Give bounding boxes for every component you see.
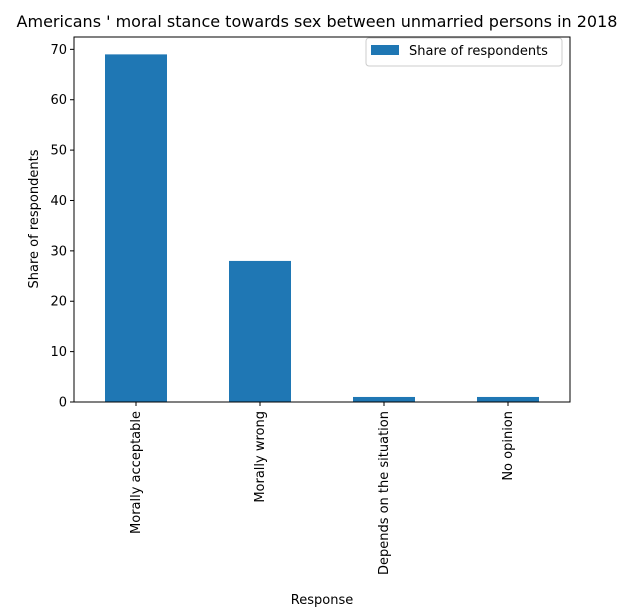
x-axis-label: Response: [291, 593, 353, 608]
y-tick-label-7: 70: [50, 43, 67, 58]
y-tick-label-3: 30: [50, 244, 67, 259]
y-tick-label-4: 40: [50, 194, 67, 209]
legend-frame: [365, 37, 563, 67]
y-tick-label-6: 60: [50, 93, 67, 108]
bar-3: [477, 396, 539, 402]
legend: Share of respondents: [365, 37, 563, 67]
y-tick-label-2: 20: [50, 295, 67, 310]
y-axis-label: Share of respondents: [27, 149, 42, 288]
plot-frame: [73, 36, 571, 403]
y-tick-label-1: 10: [50, 345, 67, 360]
x-axis: Morally acceptable Morally wrong Depends o…: [129, 402, 516, 575]
bar-0: [105, 54, 167, 402]
x-tick-label-1: Morally wrong: [253, 411, 268, 503]
y-tick-label-5: 50: [50, 144, 67, 159]
bar-2: [353, 396, 415, 402]
y-axis: 0 10 20 30 40 50 60 70: [50, 43, 74, 411]
legend-label: Share of respondents: [409, 44, 548, 59]
legend-swatch: [371, 45, 399, 55]
y-tick-label-0: 0: [59, 396, 67, 411]
bars: [105, 54, 539, 402]
x-tick-label-0: Morally acceptable: [129, 411, 144, 534]
bar-1: [229, 260, 291, 402]
x-tick-label-3: No opinion: [501, 411, 516, 481]
chart-title: Americans ' moral stance towards sex bet…: [17, 12, 618, 31]
x-tick-label-2: Depends on the situation: [377, 411, 392, 575]
